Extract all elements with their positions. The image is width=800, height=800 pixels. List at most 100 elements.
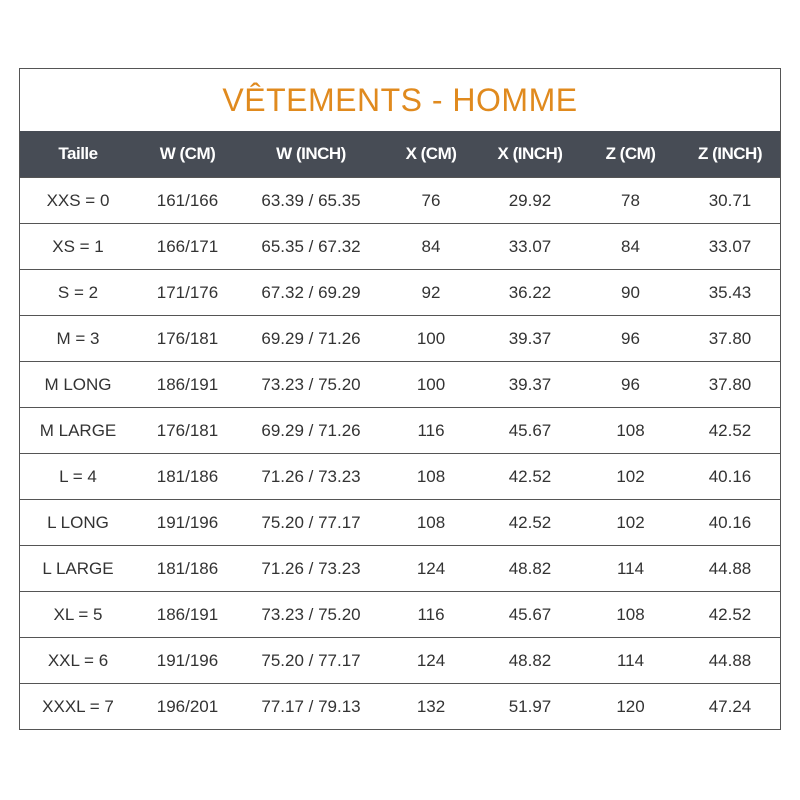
table-cell: 77.17 / 79.13: [239, 683, 383, 729]
size-chart: VÊTEMENTS - HOMME Taille W (CM) W (INCH) X …: [19, 68, 781, 730]
table-cell: XL = 5: [20, 591, 136, 638]
table-cell: 67.32 / 69.29: [239, 269, 383, 316]
table-cell: 108: [383, 453, 479, 500]
table-cell: 35.43: [680, 269, 780, 316]
table-cell: 45.67: [479, 591, 581, 638]
table-cell: 124: [383, 545, 479, 592]
chart-title: VÊTEMENTS - HOMME: [222, 81, 578, 118]
table-cell: 114: [581, 545, 680, 592]
table-cell: 33.07: [479, 223, 581, 270]
table-cell: 161/166: [136, 177, 239, 224]
table-cell: 108: [581, 407, 680, 454]
table-cell: 76: [383, 177, 479, 224]
table-cell: 108: [383, 499, 479, 546]
column-header: W (CM): [136, 131, 239, 178]
table-row: L = 4 181/186 71.26 / 73.23 108 42.52 102 40.1…: [20, 453, 780, 500]
table-cell: 40.16: [680, 453, 780, 500]
table-cell: L LONG: [20, 499, 136, 546]
table-cell: 75.20 / 77.17: [239, 637, 383, 684]
size-table: Taille W (CM) W (INCH) X (CM) X (INCH) Z (CM)…: [20, 131, 780, 729]
table-cell: 71.26 / 73.23: [239, 545, 383, 592]
table-cell: 102: [581, 499, 680, 546]
table-row: XXS = 0 161/166 63.39 / 65.35 76 29.92 78 30.7…: [20, 177, 780, 224]
table-cell: 132: [383, 683, 479, 729]
table-cell: 44.88: [680, 545, 780, 592]
table-cell: 100: [383, 361, 479, 408]
table-cell: XXS = 0: [20, 177, 136, 224]
table-cell: 92: [383, 269, 479, 316]
column-header: Z (INCH): [680, 131, 780, 178]
table-cell: 48.82: [479, 637, 581, 684]
table-cell: 96: [581, 315, 680, 362]
table-cell: 191/196: [136, 637, 239, 684]
table-cell: M LONG: [20, 361, 136, 408]
table-cell: 186/191: [136, 361, 239, 408]
table-cell: 116: [383, 407, 479, 454]
table-cell: 84: [383, 223, 479, 270]
table-row: XXL = 6 191/196 75.20 / 77.17 124 48.82 114 44…: [20, 637, 780, 684]
table-cell: 102: [581, 453, 680, 500]
column-header: W (INCH): [239, 131, 383, 178]
table-cell: 78: [581, 177, 680, 224]
table-cell: 36.22: [479, 269, 581, 316]
table-cell: L = 4: [20, 453, 136, 500]
table-row: L LARGE 181/186 71.26 / 73.23 124 48.82 114 44…: [20, 545, 780, 592]
table-cell: 114: [581, 637, 680, 684]
table-cell: 42.52: [479, 499, 581, 546]
table-cell: 42.52: [680, 591, 780, 638]
table-cell: 44.88: [680, 637, 780, 684]
table-cell: 120: [581, 683, 680, 729]
table-row: XL = 5 186/191 73.23 / 75.20 116 45.67 108 42.…: [20, 591, 780, 638]
table-row: L LONG 191/196 75.20 / 77.17 108 42.52 102 40.…: [20, 499, 780, 546]
table-cell: 29.92: [479, 177, 581, 224]
table-cell: XS = 1: [20, 223, 136, 270]
table-cell: 166/171: [136, 223, 239, 270]
table-cell: M LARGE: [20, 407, 136, 454]
table-cell: M = 3: [20, 315, 136, 362]
table-row: XXXL = 7 196/201 77.17 / 79.13 132 51.97 120 4…: [20, 683, 780, 729]
table-cell: 45.67: [479, 407, 581, 454]
table-cell: S = 2: [20, 269, 136, 316]
table-row: M LARGE 176/181 69.29 / 71.26 116 45.67 108 42…: [20, 407, 780, 454]
table-cell: 75.20 / 77.17: [239, 499, 383, 546]
table-cell: 73.23 / 75.20: [239, 361, 383, 408]
table-cell: 37.80: [680, 315, 780, 362]
table-cell: 69.29 / 71.26: [239, 407, 383, 454]
table-row: S = 2 171/176 67.32 / 69.29 92 36.22 90 35.43: [20, 269, 780, 316]
table-row: M LONG 186/191 73.23 / 75.20 100 39.37 96 37.8…: [20, 361, 780, 408]
table-cell: 73.23 / 75.20: [239, 591, 383, 638]
column-header: Taille: [20, 131, 136, 178]
table-cell: 69.29 / 71.26: [239, 315, 383, 362]
table-cell: 33.07: [680, 223, 780, 270]
table-cell: 47.24: [680, 683, 780, 729]
table-cell: 181/186: [136, 545, 239, 592]
column-header: X (INCH): [479, 131, 581, 178]
table-cell: 40.16: [680, 499, 780, 546]
table-cell: 51.97: [479, 683, 581, 729]
table-cell: XXL = 6: [20, 637, 136, 684]
table-cell: 63.39 / 65.35: [239, 177, 383, 224]
table-cell: 108: [581, 591, 680, 638]
column-header: Z (CM): [581, 131, 680, 178]
table-cell: 191/196: [136, 499, 239, 546]
table-cell: 39.37: [479, 315, 581, 362]
table-cell: 65.35 / 67.32: [239, 223, 383, 270]
column-header: X (CM): [383, 131, 479, 178]
table-cell: 181/186: [136, 453, 239, 500]
table-cell: L LARGE: [20, 545, 136, 592]
table-cell: 42.52: [479, 453, 581, 500]
table-cell: 124: [383, 637, 479, 684]
table-cell: 171/176: [136, 269, 239, 316]
table-cell: 186/191: [136, 591, 239, 638]
table-cell: 116: [383, 591, 479, 638]
table-cell: 84: [581, 223, 680, 270]
table-cell: 90: [581, 269, 680, 316]
table-cell: 96: [581, 361, 680, 408]
header-row: Taille W (CM) W (INCH) X (CM) X (INCH) Z (CM)…: [20, 131, 780, 178]
table-cell: XXXL = 7: [20, 683, 136, 729]
table-cell: 37.80: [680, 361, 780, 408]
table-row: M = 3 176/181 69.29 / 71.26 100 39.37 96 37.80: [20, 315, 780, 362]
table-cell: 71.26 / 73.23: [239, 453, 383, 500]
table-cell: 176/181: [136, 315, 239, 362]
table-cell: 30.71: [680, 177, 780, 224]
